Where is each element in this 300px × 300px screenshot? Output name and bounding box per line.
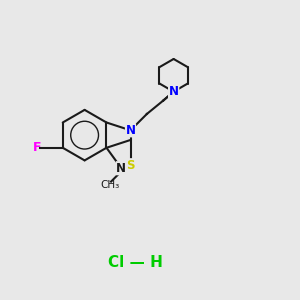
Text: Cl — H: Cl — H: [108, 255, 163, 270]
Text: N: N: [169, 85, 178, 98]
Text: F: F: [33, 141, 42, 154]
Text: CH₃: CH₃: [100, 180, 119, 190]
Text: S: S: [126, 159, 135, 172]
Text: N: N: [116, 162, 126, 175]
Text: N: N: [125, 124, 136, 137]
Text: N: N: [169, 85, 178, 98]
